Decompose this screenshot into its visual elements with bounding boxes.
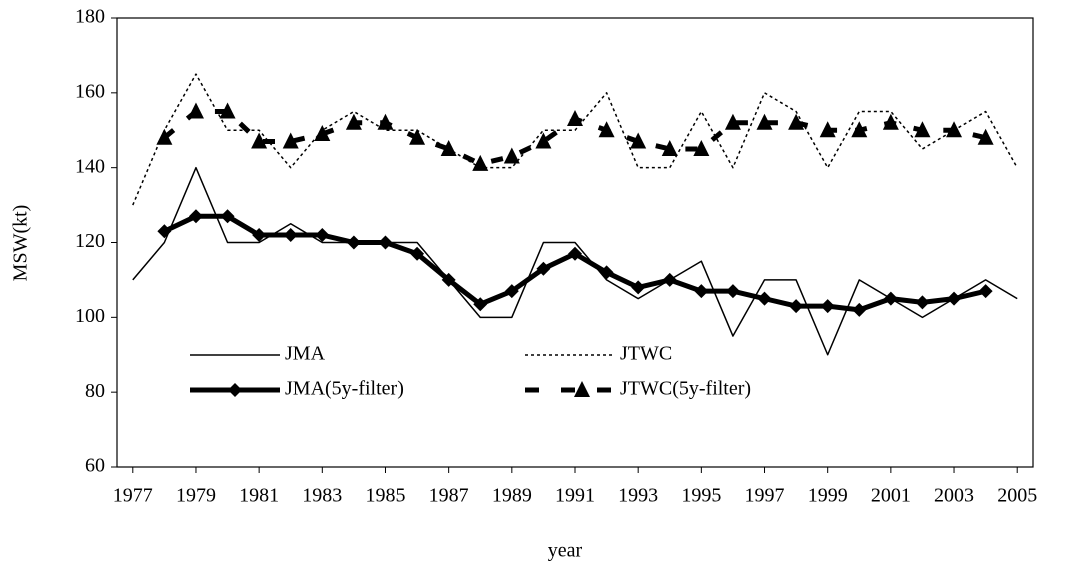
data-point [978,284,993,299]
data-point [440,139,457,156]
x-tick-label: 1993 [618,485,658,507]
series-line [132,73,1018,206]
x-tick-label: 1987 [429,485,469,507]
data-point [819,121,836,138]
data-point [473,297,488,312]
data-point [788,113,805,130]
data-point [947,291,962,306]
data-point [820,299,835,314]
data-point [536,261,551,276]
legend-marker [228,383,242,397]
data-point [568,246,582,261]
data-point [851,121,868,138]
data-point [157,224,172,239]
x-tick-label: 1999 [808,485,848,507]
data-point [188,209,203,224]
data-point [535,132,552,149]
data-point [694,284,709,299]
legend-label: JMA [285,343,326,365]
y-tick-label: 80 [85,380,105,402]
data-point [220,209,235,224]
data-point [314,124,331,141]
legend-label: JTWC [620,343,672,365]
data-point [724,113,741,130]
y-tick-label: 120 [75,230,105,252]
data-point [693,139,710,156]
data-point [630,132,647,149]
data-point [757,291,772,306]
x-tick-label: 1995 [681,485,721,507]
data-point [251,132,268,149]
legend-marker [574,381,590,397]
x-tick-label: 2003 [934,485,974,507]
data-point [631,280,646,295]
y-axis-label: MSW(kt) [10,205,32,282]
legend-label: JTWC(5y-filter) [620,378,751,400]
data-point [156,128,173,145]
series-line [132,166,1018,356]
data-point [346,235,361,250]
x-axis-label: year [548,540,583,562]
x-tick-label: 2005 [997,485,1037,507]
y-tick-label: 60 [85,455,105,477]
x-tick-label: 1979 [176,485,216,507]
data-point [410,246,425,261]
data-point [662,272,677,287]
data-point [282,132,299,149]
data-point [315,228,330,243]
data-point [504,284,519,299]
y-tick-label: 100 [75,305,105,327]
data-point [409,128,426,145]
data-point [915,295,930,310]
data-point [252,228,267,243]
data-point [187,102,204,119]
x-tick-label: 1985 [365,485,405,507]
data-point [219,102,236,119]
y-tick-label: 160 [75,80,105,102]
data-point [345,113,362,130]
data-point [377,113,394,130]
data-point [503,147,520,164]
x-tick-label: 1977 [113,485,153,507]
data-point [883,291,898,306]
data-point [378,235,393,250]
data-point [852,302,867,317]
data-point [441,272,456,287]
data-point [914,121,931,138]
y-tick-label: 180 [75,6,105,28]
series-line [163,213,987,313]
data-point [472,154,489,171]
data-point [599,265,614,280]
data-point [789,299,804,314]
data-point [882,113,899,130]
data-point [598,121,615,138]
data-point [283,228,298,243]
y-tick-label: 140 [75,155,105,177]
x-tick-label: 1983 [302,485,342,507]
x-tick-label: 1989 [492,485,532,507]
x-tick-label: 1997 [745,485,785,507]
x-tick-label: 2001 [871,485,911,507]
data-point [946,121,963,138]
data-point [756,113,773,130]
data-point [567,110,583,127]
data-point [977,128,994,145]
data-point [725,284,740,299]
data-point [661,139,678,156]
x-tick-label: 1991 [555,485,595,507]
x-tick-label: 1981 [239,485,279,507]
legend-label: JMA(5y-filter) [285,378,404,400]
